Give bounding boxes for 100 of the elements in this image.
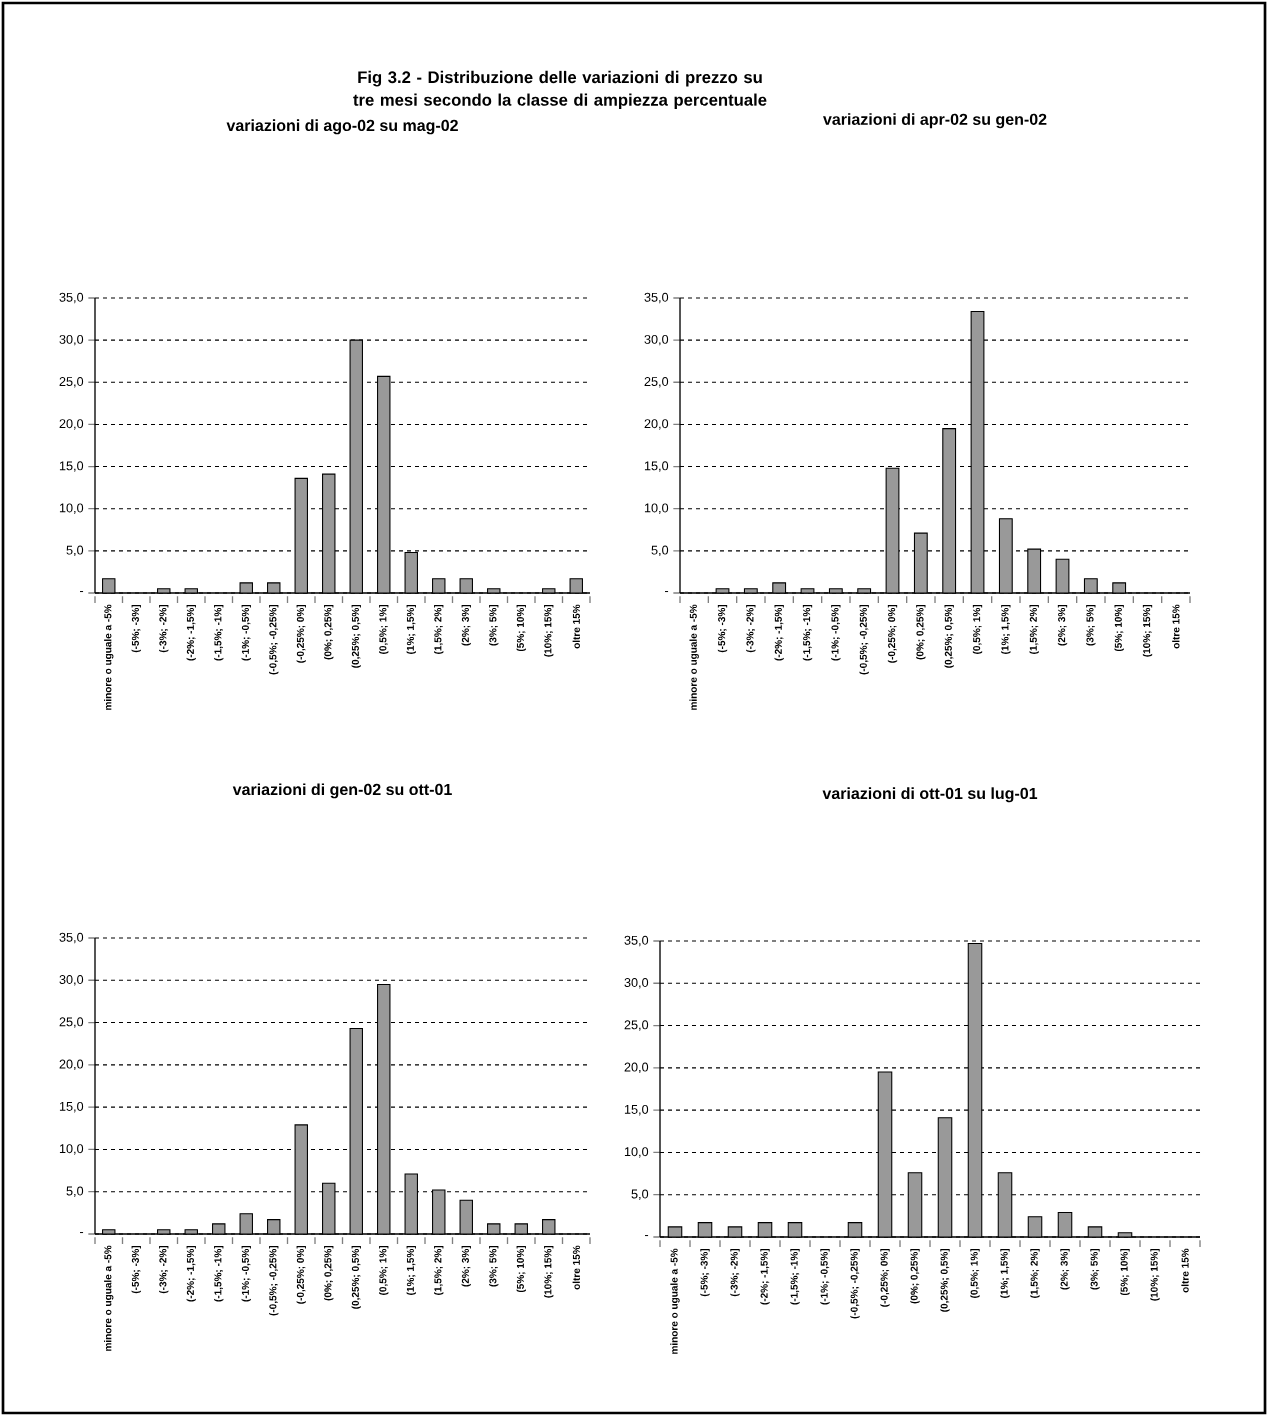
y-tick-label: 15,0 bbox=[644, 461, 669, 472]
chart-title: variazioni di gen-02 su ott-01 bbox=[232, 783, 452, 799]
x-tick-label: (-0,25%; 0%] bbox=[880, 1248, 890, 1307]
x-tick-label: (1,5%; 2%] bbox=[1029, 604, 1039, 654]
text: Fig 3.2 - Distribuzione delle variazioni di prezzo su tre mesi secondo la classe di ampiezza percentuale bbox=[353, 70, 767, 110]
y-tick-label: 15,0 bbox=[59, 1101, 84, 1113]
x-tick-label: (0,5%; 1%] bbox=[379, 604, 389, 654]
x-tick-label: (10%; 15%] bbox=[544, 604, 554, 657]
y-tick-label: 35,0 bbox=[624, 935, 649, 947]
x-tick-label: minore o uguale a -5% bbox=[104, 604, 114, 710]
x-tick-label: (1,5%; 2%] bbox=[1030, 1248, 1040, 1298]
y-tick-label: 5,0 bbox=[66, 1186, 84, 1197]
y-tick-label: 25,0 bbox=[644, 377, 669, 388]
x-tick-label: (-0,25%; 0%] bbox=[296, 1245, 306, 1304]
x-tick-label: (2%; 3%] bbox=[1060, 1248, 1070, 1290]
x-tick-label: (3%; 5%] bbox=[489, 604, 499, 646]
x-tick-label: (5%; 10%] bbox=[516, 1245, 526, 1293]
x-tick-label: (1%; 1,5%] bbox=[1001, 604, 1011, 654]
x-tick-label: (2%; 3%] bbox=[1057, 604, 1068, 646]
x-tick-label: (-5%; -3%] bbox=[131, 1245, 141, 1294]
x-tick-label: (0%; 0,25%] bbox=[324, 604, 334, 660]
x-tick-label: (0,25%; 0,5%] bbox=[351, 1245, 361, 1309]
y-tick-label: 30,0 bbox=[624, 978, 649, 989]
x-tick-label: oltre 15% bbox=[1172, 604, 1180, 649]
y-tick-label: 30,0 bbox=[59, 975, 84, 986]
x-tick-label: (-3%; -2%] bbox=[159, 1245, 169, 1294]
x-tick-label: (10%; 15%] bbox=[544, 1245, 554, 1298]
y-tick-label: 10,0 bbox=[59, 503, 84, 514]
x-tick-label: (5%; 10%] bbox=[1120, 1248, 1130, 1296]
x-tick-label: (-1,5%; -1%] bbox=[790, 1248, 800, 1305]
y-tick-label: - bbox=[644, 1235, 649, 1237]
x-tick-label: minore o uguale a -5% bbox=[104, 1245, 114, 1351]
x-tick-label: (-0,5%; -0,25%] bbox=[850, 1248, 860, 1319]
x-tick-label: (0%; 0,25%] bbox=[916, 604, 926, 660]
chart-title: variazioni di ott-01 su lug-01 bbox=[822, 787, 1038, 803]
chart-title: variazioni di apr-02 su gen-02 bbox=[823, 113, 1047, 129]
x-tick-label: (-1,5%; -1%] bbox=[214, 1245, 224, 1302]
chart-title: variazioni di ago-02 su mag-02 bbox=[226, 119, 458, 135]
x-tick-label: (0,5%; 1%] bbox=[972, 604, 983, 654]
x-tick-label: (-2%; -1,5%] bbox=[186, 1245, 196, 1302]
x-tick-label: (0,25%; 0,5%] bbox=[944, 604, 954, 668]
x-tick-label: (-0,5%; -0,25%] bbox=[269, 1245, 279, 1316]
x-tick-label: (1%; 1,5%] bbox=[1000, 1248, 1010, 1298]
x-tick-label: (-2%; -1,5%] bbox=[186, 604, 196, 661]
y-tick-label: 5,0 bbox=[631, 1189, 649, 1200]
y-tick-label: 10,0 bbox=[644, 503, 669, 514]
x-tick-label: (-3%; -2%] bbox=[746, 604, 756, 653]
x-tick-label: (0,25%; 0,5%] bbox=[351, 604, 361, 668]
x-tick-label: (-1,5%; -1%] bbox=[802, 604, 813, 661]
x-tick-label: (5%; 10%] bbox=[1114, 604, 1124, 652]
y-tick-label: 20,0 bbox=[59, 419, 84, 430]
x-tick-label: (0%; 0,25%] bbox=[324, 1245, 334, 1301]
y-tick-label: 5,0 bbox=[66, 545, 84, 557]
x-tick-label: (10%; 15%] bbox=[1150, 1248, 1160, 1301]
x-tick-label: (-1%; -0,5%] bbox=[831, 604, 841, 661]
x-tick-label: (-1%; -0,5%] bbox=[241, 1245, 251, 1302]
y-tick-label: 35,0 bbox=[644, 292, 669, 304]
y-tick-label: 5,0 bbox=[651, 545, 669, 557]
x-tick-label: (1%; 1,5%] bbox=[406, 1245, 416, 1295]
x-tick-label: (10%; 15%] bbox=[1142, 604, 1153, 657]
y-tick-label: 25,0 bbox=[624, 1020, 649, 1031]
x-tick-label: (1%; 1,5%] bbox=[406, 604, 416, 654]
x-tick-label: (3%; 5%] bbox=[1086, 604, 1096, 646]
x-tick-label: (1,5%; 2%] bbox=[434, 604, 444, 654]
y-tick-label: 10,0 bbox=[624, 1147, 649, 1158]
x-tick-label: (-0,5%; -0,25%] bbox=[269, 604, 279, 675]
x-tick-label: (-1,5%; -1%] bbox=[214, 604, 224, 661]
y-tick-label: 15,0 bbox=[624, 1104, 649, 1116]
x-tick-label: (-3%; -2%] bbox=[159, 604, 169, 653]
y-tick-label: 20,0 bbox=[624, 1062, 649, 1074]
x-tick-label: oltre 15% bbox=[1181, 1248, 1189, 1293]
x-tick-label: oltre 15% bbox=[572, 604, 580, 649]
x-tick-label: (5%; 10%] bbox=[516, 604, 526, 652]
x-tick-label: (2%; 3%] bbox=[461, 1245, 471, 1287]
y-tick-label: 20,0 bbox=[59, 1059, 84, 1071]
x-tick-label: (0,5%; 1%] bbox=[970, 1248, 980, 1298]
x-tick-label: (-5%; -3%] bbox=[700, 1248, 710, 1297]
x-tick-label: (-0,25%; 0%] bbox=[887, 604, 898, 663]
x-tick-label: (-0,25%; 0%] bbox=[296, 604, 306, 663]
x-tick-label: (-1%; -0,5%] bbox=[820, 1248, 830, 1305]
x-tick-label: minore o uguale a -5% bbox=[689, 604, 699, 710]
x-tick-label: (3%; 5%] bbox=[1090, 1248, 1100, 1290]
x-tick-label: (-5%; -3%] bbox=[717, 604, 728, 653]
y-tick-label: 25,0 bbox=[59, 1017, 84, 1028]
y-tick-label: - bbox=[79, 591, 84, 593]
x-tick-label: (-2%; -1,5%] bbox=[760, 1248, 770, 1305]
y-tick-label: - bbox=[79, 1232, 84, 1234]
x-tick-label: oltre 15% bbox=[572, 1245, 580, 1290]
y-tick-label: 20,0 bbox=[644, 419, 669, 430]
y-tick-label: 35,0 bbox=[59, 932, 84, 944]
x-tick-label: (1,5%; 2%] bbox=[434, 1245, 444, 1295]
x-tick-label: (-1%; -0,5%] bbox=[241, 604, 251, 661]
x-tick-label: (3%; 5%] bbox=[489, 1245, 499, 1287]
x-tick-label: minore o uguale a -5% bbox=[670, 1248, 680, 1354]
x-tick-label: (0,25%; 0,5%] bbox=[940, 1248, 950, 1312]
x-tick-label: (-2%; -1,5%] bbox=[774, 604, 784, 661]
x-tick-label: (-3%; -2%] bbox=[730, 1248, 740, 1297]
x-tick-label: (0%; 0,25%] bbox=[910, 1248, 920, 1304]
y-tick-label: 35,0 bbox=[59, 292, 84, 304]
x-tick-label: (-5%; -3%] bbox=[131, 604, 141, 653]
